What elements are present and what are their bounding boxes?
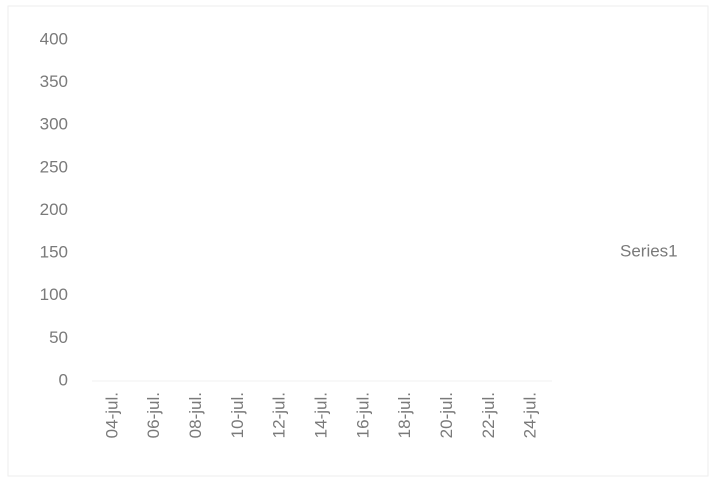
y-tick-label: 350 <box>40 72 68 91</box>
x-tick-label: 24-jul. <box>521 392 540 438</box>
y-tick-label: 250 <box>40 157 68 176</box>
legend-label: Series1 <box>620 241 678 260</box>
y-tick-label: 50 <box>49 328 68 347</box>
y-tick-label: 150 <box>40 243 68 262</box>
y-tick-label: 400 <box>40 29 68 48</box>
x-tick-label: 06-jul. <box>144 392 163 438</box>
x-tick-label: 08-jul. <box>186 392 205 438</box>
x-tick-label: 14-jul. <box>311 392 330 438</box>
y-tick-label: 100 <box>40 285 68 304</box>
x-tick-label: 10-jul. <box>228 392 247 438</box>
chart-border <box>7 5 709 477</box>
x-tick-label: 18-jul. <box>395 392 414 438</box>
x-tick-label: 04-jul. <box>102 392 121 438</box>
x-tick-label: 16-jul. <box>353 392 372 438</box>
x-tick-label: 12-jul. <box>270 392 289 438</box>
y-tick-label: 200 <box>40 200 68 219</box>
x-tick-label: 20-jul. <box>437 392 456 438</box>
x-tick-label: 22-jul. <box>479 392 498 438</box>
y-tick-label: 0 <box>59 370 68 389</box>
y-tick-label: 300 <box>40 115 68 134</box>
